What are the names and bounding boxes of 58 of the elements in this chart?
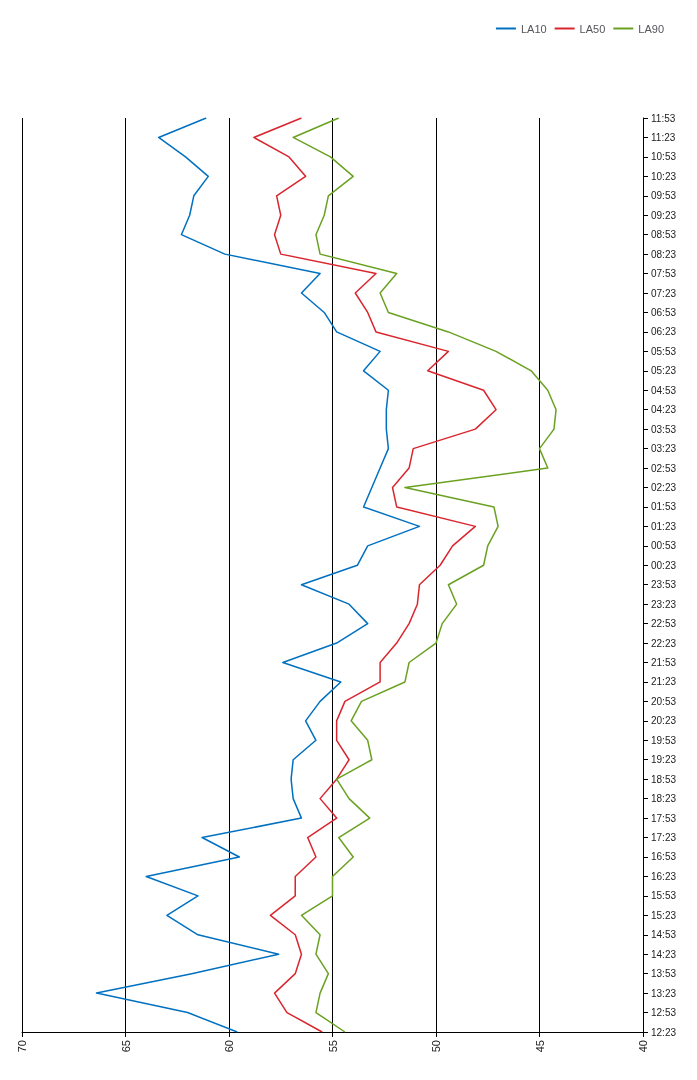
y-tick-label: 12:53	[651, 1007, 677, 1019]
x-tick-label: 55	[326, 1040, 339, 1053]
y-tick-label: 22:23	[651, 637, 677, 649]
y-tick-label: 08:53	[651, 229, 677, 241]
y-tick-label: 10:53	[651, 151, 677, 163]
y-tick-label: 07:23	[651, 287, 677, 299]
y-tick-label: 07:53	[651, 268, 677, 280]
x-tick-label: 60	[223, 1040, 235, 1053]
y-tick-label: 20:23	[651, 715, 677, 727]
y-tick-label: 21:53	[651, 657, 677, 669]
y-tick-label: 12:23	[651, 1026, 677, 1038]
y-tick-label: 13:23	[651, 987, 677, 999]
x-tick-label: 70	[16, 1040, 28, 1053]
y-tick-label: 04:53	[651, 384, 677, 396]
y-tick-label: 13:53	[651, 968, 677, 980]
x-tick-label: 45	[533, 1040, 546, 1053]
y-tick-label: 23:23	[651, 598, 677, 610]
y-tick-label: 02:23	[651, 481, 677, 493]
y-tick-label: 03:53	[651, 423, 677, 435]
y-tick-label: 21:23	[651, 676, 677, 688]
y-tick-label: 20:53	[651, 695, 677, 707]
y-tick-label: 18:23	[651, 793, 677, 805]
y-tick-label: 02:53	[651, 462, 677, 474]
y-tick-label: 10:23	[651, 170, 677, 182]
x-tick-label: 40	[637, 1040, 649, 1053]
y-tick-label: 05:23	[651, 365, 677, 377]
y-tick-label: 09:23	[651, 209, 677, 221]
y-tick-label: 15:53	[651, 890, 677, 902]
y-tick-label: 17:23	[651, 832, 677, 844]
y-tick-label: 17:53	[651, 812, 677, 824]
y-tick-label: 11:53	[651, 112, 676, 124]
y-tick-label: 04:23	[651, 404, 677, 416]
y-tick-label: 06:53	[651, 306, 677, 318]
y-tick-label: 01:53	[651, 501, 677, 513]
y-tick-label: 00:53	[651, 540, 677, 552]
y-tick-label: 14:23	[651, 948, 677, 960]
y-tick-label: 22:53	[651, 618, 677, 630]
y-tick-label: 01:23	[651, 520, 677, 532]
y-tick-label: 23:53	[651, 579, 677, 591]
y-tick-label: 05:53	[651, 345, 677, 357]
y-tick-label: 16:23	[651, 870, 677, 882]
y-tick-label: 16:53	[651, 851, 677, 863]
y-tick-label: 14:53	[651, 929, 677, 941]
y-tick-label: 11:23	[651, 131, 676, 143]
y-tick-label: 00:23	[651, 559, 677, 571]
x-tick-label: 65	[119, 1040, 132, 1053]
legend-label: LA50	[579, 22, 606, 35]
y-tick-label: 09:53	[651, 190, 677, 202]
y-tick-label: 18:53	[651, 773, 677, 785]
y-tick-label: 15:23	[651, 909, 677, 921]
x-tick-label: 50	[430, 1040, 442, 1053]
y-tick-label: 19:23	[651, 754, 677, 766]
y-tick-label: 06:23	[651, 326, 677, 338]
legend-label: LA10	[520, 22, 547, 35]
y-tick-label: 19:53	[651, 734, 677, 746]
y-tick-label: 08:23	[651, 248, 677, 260]
y-tick-label: 03:23	[651, 443, 677, 455]
legend-label: LA90	[638, 22, 665, 35]
